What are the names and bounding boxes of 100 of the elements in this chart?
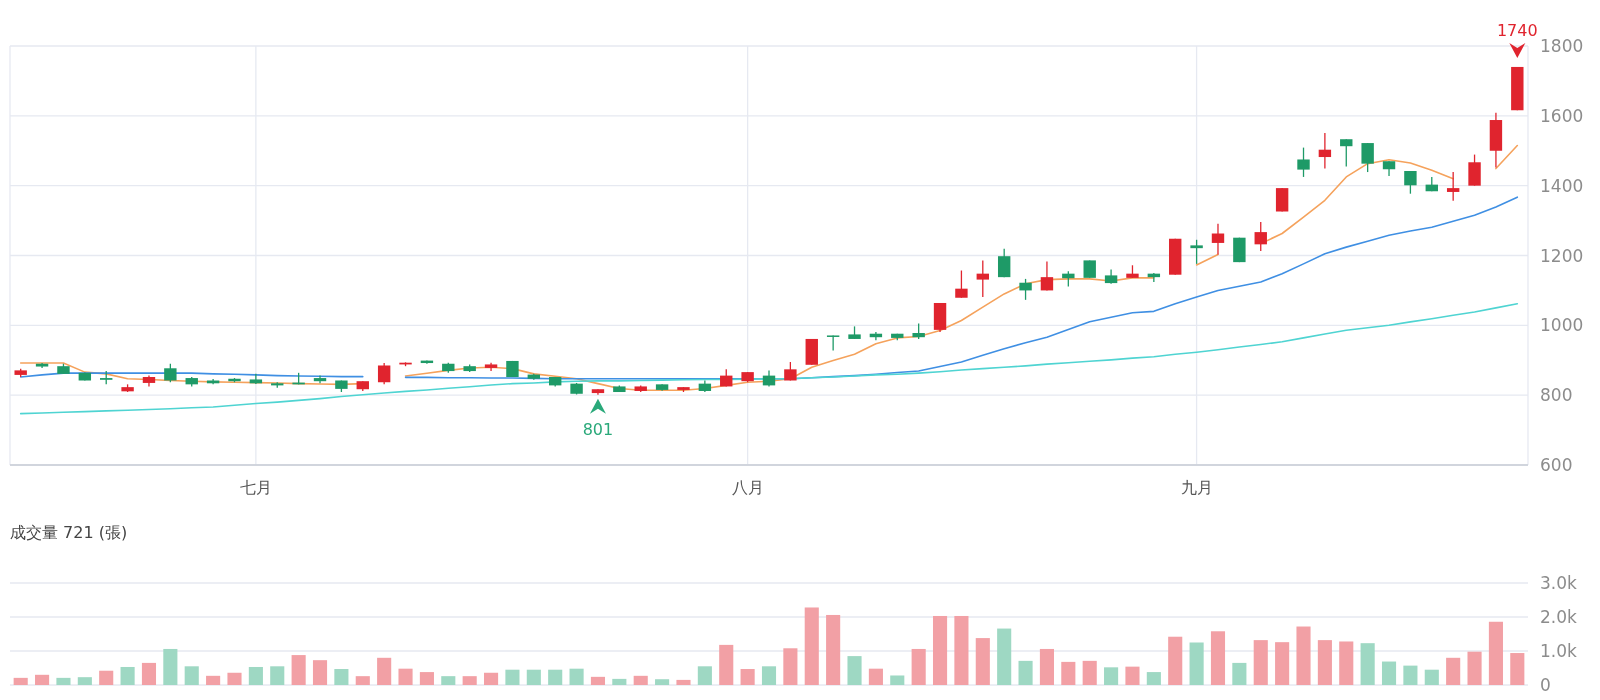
chart-title: 成交量 721 (張) — [10, 523, 128, 542]
bar — [997, 628, 1012, 685]
bar — [911, 648, 926, 685]
bar — [1168, 636, 1183, 685]
bar — [206, 675, 221, 685]
candlestick — [1211, 223, 1225, 256]
candlestick — [1361, 142, 1374, 173]
candlestick — [377, 362, 391, 385]
bar — [590, 676, 606, 685]
bar — [890, 675, 905, 685]
annotation: 801 — [582, 419, 614, 439]
candlestick — [1404, 170, 1417, 195]
candlestick — [1340, 138, 1353, 168]
bar — [141, 662, 157, 685]
bar — [1360, 643, 1375, 685]
bar — [1275, 642, 1290, 685]
y-tick-label: 1400 — [1540, 175, 1584, 196]
bar — [1424, 669, 1439, 685]
bar — [355, 676, 370, 685]
bar — [163, 648, 178, 685]
candlestick — [1254, 221, 1267, 252]
bar — [419, 672, 434, 685]
bar — [1339, 641, 1354, 685]
bar — [441, 676, 456, 685]
bar — [13, 677, 28, 685]
candlestick — [1468, 153, 1481, 187]
bar — [633, 675, 648, 685]
bar — [334, 669, 349, 685]
line-series — [19, 302, 1519, 415]
bar — [227, 672, 242, 685]
bar — [1210, 631, 1226, 685]
bar — [719, 644, 734, 685]
bar — [505, 669, 520, 685]
candlestick — [976, 259, 989, 298]
y-tick-label: 600 — [1540, 455, 1573, 475]
candlestick — [1190, 239, 1203, 265]
candlestick — [164, 363, 177, 383]
bar — [1189, 642, 1204, 685]
y-tick-label: 2.0k — [1540, 607, 1578, 627]
bar — [1061, 661, 1076, 685]
y-tick-label: 1800 — [1540, 36, 1584, 56]
bar — [526, 669, 541, 685]
bar — [1296, 626, 1311, 685]
y-tick-label: 0 — [1540, 675, 1551, 695]
bar — [248, 666, 263, 685]
bar — [1403, 665, 1418, 685]
bar — [655, 679, 670, 685]
bar — [1104, 667, 1119, 685]
bar — [99, 670, 114, 685]
bar — [1510, 653, 1525, 685]
bar — [120, 666, 135, 685]
bar — [612, 678, 627, 685]
bar — [1467, 651, 1482, 685]
annotation: 1740 — [1496, 20, 1538, 40]
bar — [462, 676, 477, 685]
candlestick — [784, 361, 797, 382]
bar — [77, 677, 92, 685]
bar — [270, 666, 285, 685]
candlestick — [955, 269, 968, 299]
x-tick-label: 八月 — [731, 478, 764, 497]
bar — [56, 677, 71, 685]
candlestick — [826, 334, 840, 352]
candlestick — [249, 373, 263, 385]
bar — [740, 669, 755, 685]
bar — [569, 668, 584, 685]
y-tick-label: 800 — [1540, 385, 1573, 406]
bar — [1232, 662, 1247, 685]
bar — [312, 660, 328, 685]
bar — [398, 668, 413, 685]
candlestick — [997, 248, 1011, 278]
bar — [1446, 657, 1461, 685]
bar — [697, 666, 712, 685]
bar — [761, 666, 777, 685]
bar — [1018, 660, 1033, 685]
bar — [1039, 648, 1054, 685]
bar — [35, 674, 50, 685]
bar — [975, 638, 990, 685]
bar — [826, 614, 841, 685]
candlestick — [1446, 171, 1460, 202]
y-tick-label: 1600 — [1540, 105, 1584, 126]
x-tick-label: 九月 — [1180, 478, 1213, 497]
bar — [377, 657, 392, 685]
y-tick-label: 1.0k — [1540, 641, 1578, 661]
y-tick-label: 1000 — [1540, 315, 1584, 336]
candlestick — [1040, 260, 1054, 292]
bar — [548, 669, 563, 685]
bar — [804, 607, 819, 685]
bar — [184, 666, 199, 685]
bar — [783, 648, 798, 685]
bar — [676, 679, 691, 685]
bar — [1146, 672, 1161, 685]
bar — [932, 615, 948, 685]
bar — [1082, 660, 1097, 685]
x-tick-label: 七月 — [239, 478, 272, 497]
y-tick-label: 1200 — [1540, 245, 1584, 266]
candlestick — [1318, 132, 1332, 170]
bar — [954, 615, 969, 685]
candlestick — [1275, 187, 1289, 213]
bar — [1125, 666, 1140, 685]
bar — [1317, 640, 1332, 685]
